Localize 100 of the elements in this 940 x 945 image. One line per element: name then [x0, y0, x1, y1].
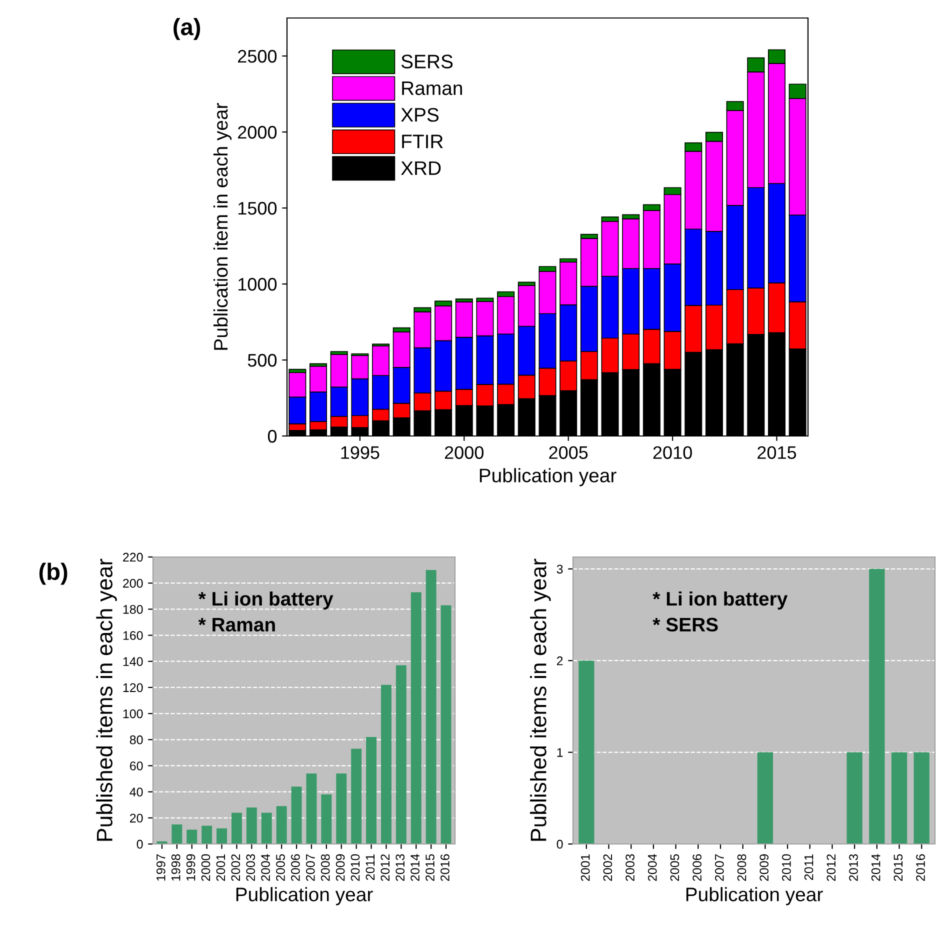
y-tick-label: 40	[130, 788, 143, 796]
bar	[366, 737, 377, 844]
x-tick-label: 2011	[366, 854, 375, 880]
x-tick-label: 2007	[714, 854, 724, 881]
x-tick-label: 2012	[380, 854, 390, 881]
x-tick-label: 2016	[916, 854, 925, 881]
x-tick-label: 2008	[320, 854, 330, 881]
bar	[914, 752, 930, 844]
bar	[216, 828, 228, 844]
annotation: * Raman	[198, 618, 275, 632]
x-tick-label: 2003	[246, 854, 256, 881]
chart-title: (b)	[39, 562, 68, 585]
x-tick-label: 2005	[670, 854, 680, 881]
x-tick-label: 2006	[291, 854, 300, 881]
bar	[869, 568, 885, 844]
bar	[336, 774, 347, 844]
x-axis-title: Publication year	[236, 887, 373, 906]
y-tick-label: 80	[130, 735, 143, 744]
x-tick-label: 2012	[826, 854, 836, 881]
x-tick-label: 2013	[396, 854, 405, 881]
bar	[246, 807, 257, 844]
x-tick-label: 2002	[231, 854, 240, 881]
y-tick-label: 1500	[238, 202, 277, 215]
y-tick-label: 2	[556, 656, 563, 666]
x-tick-label: 2011	[804, 854, 814, 880]
x-tick-label: 2010	[350, 854, 360, 881]
x-tick-label: 2005	[549, 446, 588, 459]
legend-label: FTIR	[402, 134, 443, 148]
chart-title: (a)	[174, 18, 200, 40]
bar	[440, 605, 452, 844]
x-tick-label: 2009	[336, 854, 345, 881]
y-tick-label: 60	[130, 762, 143, 770]
x-tick-label: 2001	[580, 854, 590, 881]
y-tick-label: 140	[123, 657, 143, 666]
bar	[578, 660, 594, 844]
x-tick-label: 2009	[760, 854, 769, 881]
x-tick-label: 2004	[648, 854, 657, 881]
x-tick-label: 2001	[216, 854, 226, 881]
x-tick-label: 2015	[894, 854, 903, 881]
bar	[757, 752, 773, 844]
annotation: * Li ion battery	[198, 591, 334, 610]
bar	[291, 786, 302, 844]
x-tick-label: 1999	[186, 854, 196, 881]
x-tick-label: 2000	[444, 446, 484, 459]
bar	[396, 665, 406, 844]
y-tick-label: 2500	[238, 50, 277, 63]
bar	[321, 794, 332, 844]
x-tick-label: 1998	[171, 854, 180, 881]
x-tick-label: 2014	[871, 854, 880, 881]
y-tick-label: 100	[123, 709, 143, 718]
bar	[231, 812, 242, 844]
y-tick-label: 500	[248, 354, 277, 367]
bar	[380, 684, 392, 844]
legend-label: XPS	[400, 108, 439, 122]
x-tick-label: 2010	[782, 854, 791, 881]
bar	[891, 752, 908, 844]
x-tick-label: 2003	[626, 854, 634, 881]
x-tick-label: 2002	[603, 854, 612, 881]
x-tick-label: 2015	[758, 446, 796, 459]
y-tick-label: 20	[130, 814, 143, 823]
y-tick-label: 180	[123, 604, 143, 614]
y-tick-label: 160	[123, 631, 143, 640]
y-tick-label: 220	[123, 552, 143, 562]
x-tick-label: 2006	[692, 854, 702, 881]
bar	[186, 830, 198, 844]
bar	[410, 592, 422, 844]
y-tick-label: 1000	[238, 278, 277, 291]
y-tick-label: 0	[268, 430, 277, 443]
bar	[306, 774, 317, 844]
x-axis-title: Publication year	[686, 887, 823, 906]
y-tick-label: 3	[556, 564, 563, 574]
bar	[276, 806, 287, 844]
x-tick-label: 2004	[261, 854, 270, 881]
bar	[426, 570, 436, 844]
y-tick-label: 200	[123, 578, 143, 588]
annotation: * Li ion battery	[652, 591, 788, 610]
y-axis-title: Published items in each year	[96, 558, 117, 841]
x-tick-label: 2007	[306, 854, 315, 881]
legend-label: Raman	[402, 82, 462, 96]
y-tick-label: 1	[557, 748, 563, 757]
x-tick-label: 2016	[440, 854, 450, 881]
x-tick-label: 1997	[156, 854, 166, 881]
y-tick-label: 0	[556, 840, 563, 849]
x-axis-title: Publication year	[480, 468, 616, 486]
annotation: * SERS	[652, 618, 718, 632]
y-tick-label: 2000	[238, 126, 277, 139]
y-tick-label: 120	[123, 683, 143, 692]
x-tick-label: 2013	[849, 854, 858, 881]
legend-label: XRD	[400, 161, 441, 175]
bar	[351, 748, 362, 844]
x-tick-label: 2005	[276, 854, 285, 881]
y-axis-title: Publication item in each year	[213, 103, 232, 350]
y-tick-label: 0	[136, 840, 143, 849]
x-tick-label: 1995	[341, 446, 380, 459]
x-tick-label: 2015	[426, 854, 434, 881]
x-tick-label: 2010	[653, 446, 692, 459]
y-axis-title: Published items in each year	[530, 558, 551, 841]
bar	[261, 812, 272, 844]
bar	[172, 824, 182, 844]
x-tick-label: 2014	[410, 854, 420, 881]
